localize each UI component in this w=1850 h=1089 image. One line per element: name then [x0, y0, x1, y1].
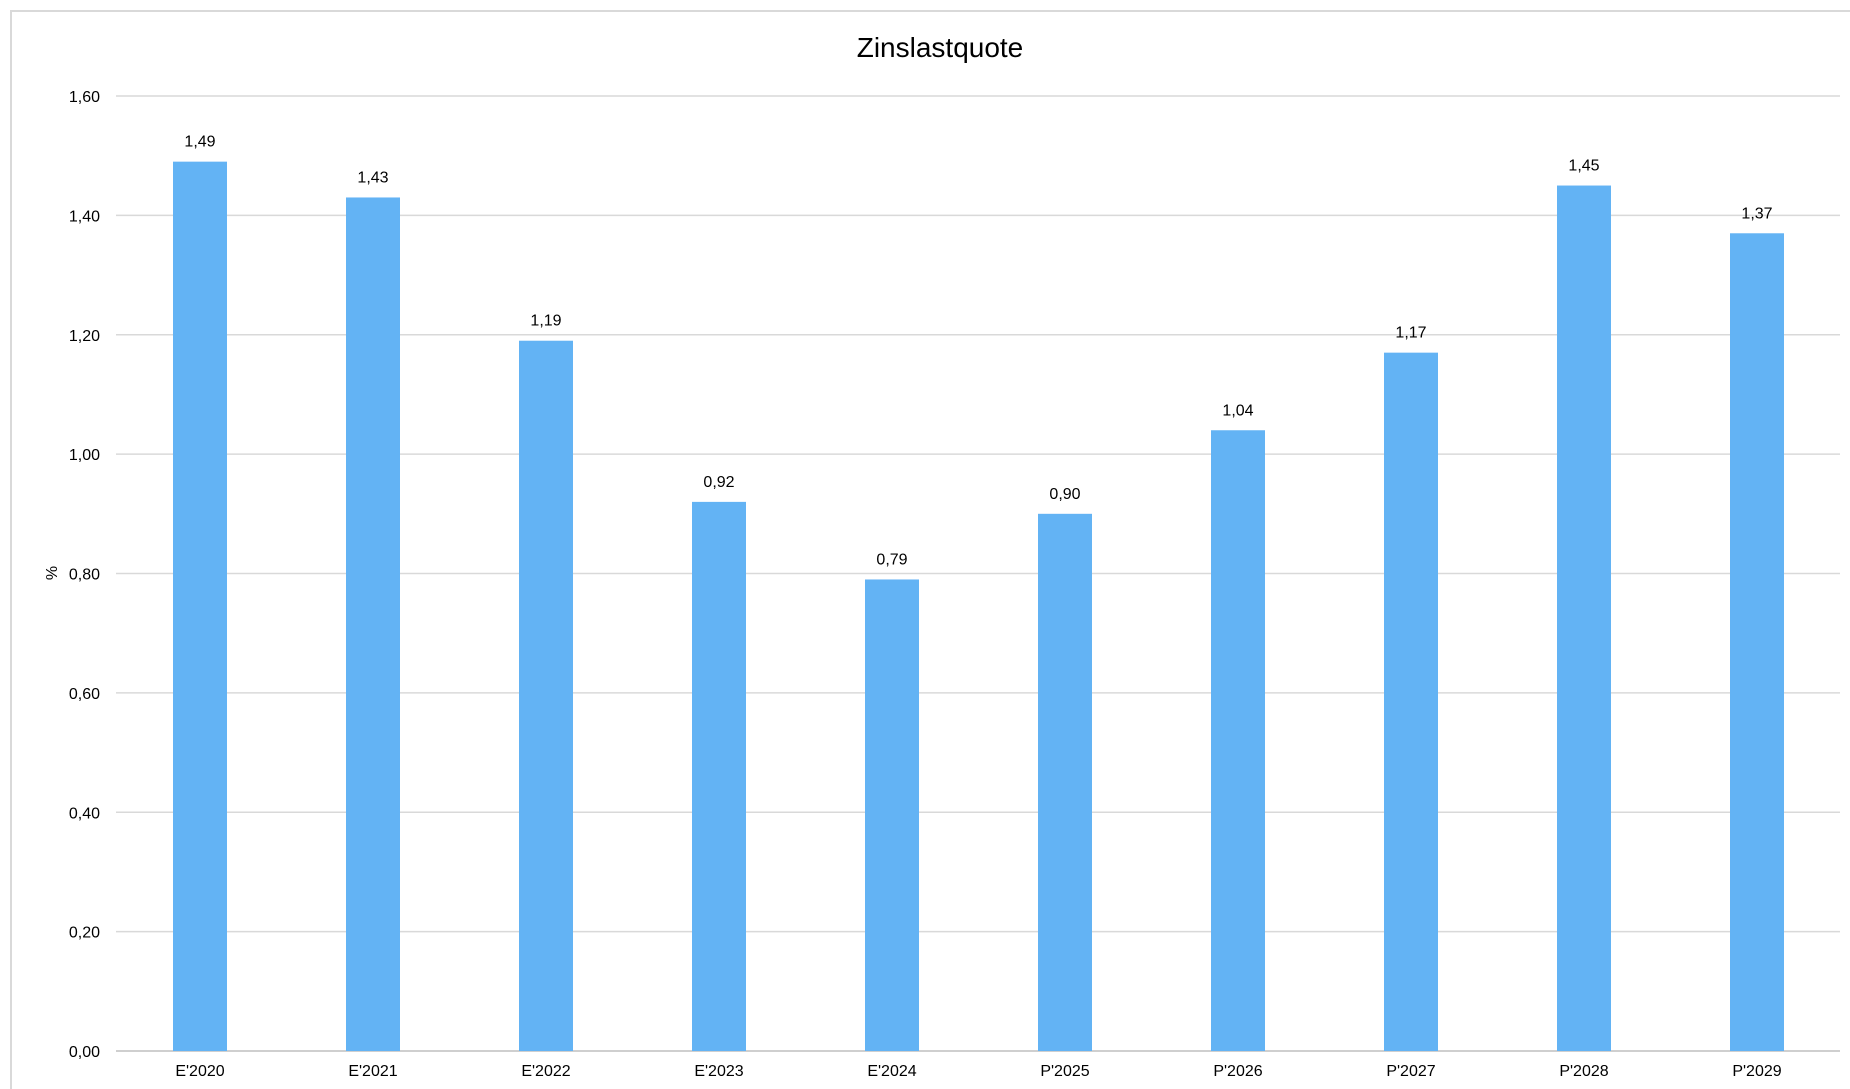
- y-tick-label: 1,60: [69, 89, 100, 106]
- bar: [1211, 430, 1265, 1051]
- x-tick-label: E'2022: [521, 1063, 570, 1080]
- bar: [1038, 513, 1092, 1051]
- x-tick-label: P'2026: [1213, 1063, 1262, 1080]
- y-tick-label: 0,60: [69, 686, 100, 703]
- y-axis-label: %: [44, 566, 61, 580]
- x-tick-label: E'2020: [175, 1063, 224, 1080]
- bar: [1557, 185, 1611, 1051]
- y-tick-label: 0,80: [69, 567, 100, 584]
- data-label: 1,43: [357, 169, 388, 186]
- data-labels: 1,49 1,43 1,19 0,92 0,79 0,90 1,04 1,17 1,45 1,37: [184, 134, 1772, 569]
- y-tick-label: 0,20: [69, 925, 100, 942]
- bar: [173, 161, 227, 1051]
- x-axis-ticks: E'2020 E'2021 E'2022 E'2023 E'2024 P'2025 P'20…: [175, 1063, 1781, 1080]
- x-tick-label: P'2029: [1732, 1063, 1781, 1080]
- x-tick-label: E'2023: [694, 1063, 743, 1080]
- data-label: 0,92: [703, 474, 734, 491]
- y-tick-label: 1,40: [69, 208, 100, 225]
- y-tick-label: 1,20: [69, 328, 100, 345]
- y-tick-label: 1,00: [69, 447, 100, 464]
- x-tick-label: E'2021: [348, 1063, 397, 1080]
- gridlines: [116, 95, 1840, 1052]
- bar: [519, 340, 573, 1051]
- data-label: 1,04: [1222, 402, 1253, 419]
- chart-title: Zinslastquote: [857, 32, 1024, 63]
- bar: [1384, 352, 1438, 1051]
- bars: [173, 161, 1784, 1051]
- x-tick-label: P'2027: [1386, 1063, 1435, 1080]
- x-tick-label: P'2025: [1040, 1063, 1089, 1080]
- data-label: 1,49: [184, 134, 215, 151]
- x-tick-label: E'2024: [867, 1063, 916, 1080]
- bar: [692, 501, 746, 1051]
- y-tick-label: 0,00: [69, 1044, 100, 1061]
- bar: [346, 197, 400, 1051]
- y-tick-label: 0,40: [69, 805, 100, 822]
- data-label: 1,45: [1568, 158, 1599, 175]
- data-label: 0,90: [1049, 486, 1080, 503]
- x-tick-label: P'2028: [1559, 1063, 1608, 1080]
- data-label: 1,19: [530, 313, 561, 330]
- y-axis-ticks: 0,00 0,20 0,40 0,60 0,80 1,00 1,20 1,40 1,60: [69, 89, 100, 1061]
- data-label: 0,79: [876, 551, 907, 568]
- chart-frame: [10, 10, 1850, 1089]
- data-label: 1,17: [1395, 325, 1426, 342]
- bar: [865, 579, 919, 1051]
- data-label: 1,37: [1741, 205, 1772, 222]
- bar: [1730, 233, 1784, 1051]
